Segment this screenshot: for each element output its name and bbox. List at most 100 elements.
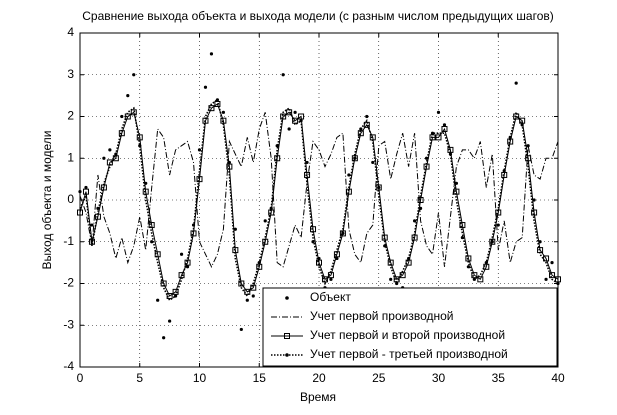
x-axis-label: Время bbox=[300, 390, 336, 404]
chart-title: Сравнение выхода объекта и выхода модели… bbox=[82, 9, 554, 23]
square-marker bbox=[357, 130, 364, 137]
x-tick-label: 30 bbox=[432, 371, 446, 385]
x-tick-label: 35 bbox=[492, 371, 506, 385]
y-tick-label: -3 bbox=[63, 317, 74, 331]
square-marker bbox=[339, 230, 346, 237]
legend-label: Учет первой производной bbox=[310, 309, 453, 323]
y-tick-label: 2 bbox=[67, 109, 74, 123]
square-marker bbox=[136, 134, 143, 141]
x-tick-label: 0 bbox=[77, 371, 84, 385]
square-marker bbox=[238, 280, 245, 287]
y-tick-label: -2 bbox=[63, 276, 74, 290]
dot-marker bbox=[197, 148, 202, 152]
square-marker bbox=[477, 276, 484, 283]
dot-marker bbox=[544, 277, 548, 281]
dot-marker bbox=[365, 114, 369, 119]
square-marker bbox=[82, 188, 89, 195]
square-marker bbox=[435, 134, 442, 141]
dot-marker bbox=[102, 156, 106, 160]
dot-marker bbox=[287, 127, 291, 131]
dot-marker bbox=[389, 277, 393, 281]
dot-marker bbox=[185, 265, 190, 269]
plot-frame bbox=[79, 32, 559, 368]
square-marker bbox=[208, 105, 215, 112]
square-marker bbox=[190, 230, 197, 237]
dot-marker bbox=[293, 110, 297, 114]
square-marker bbox=[375, 184, 382, 191]
y-tick-label: 1 bbox=[67, 150, 74, 164]
dot-marker bbox=[251, 294, 255, 298]
dot-marker bbox=[245, 298, 249, 302]
legend: Объект Учет первой производной Учет первой… bbox=[262, 287, 558, 367]
square-marker bbox=[196, 176, 203, 183]
dot-marker bbox=[168, 319, 172, 323]
dot-marker bbox=[514, 81, 518, 85]
square-marker bbox=[274, 155, 281, 162]
dot-marker bbox=[150, 240, 154, 244]
dot-marker bbox=[442, 123, 447, 127]
x-tick-label: 10 bbox=[193, 371, 207, 385]
x-tick-label: 40 bbox=[551, 371, 565, 385]
dot-marker bbox=[496, 223, 500, 227]
square-marker bbox=[351, 155, 358, 162]
square-marker bbox=[184, 259, 191, 266]
square-marker bbox=[112, 155, 119, 162]
square-marker bbox=[130, 109, 137, 116]
square-marker bbox=[519, 117, 526, 124]
y-tick-label: 0 bbox=[67, 192, 74, 206]
dot-marker bbox=[550, 261, 554, 265]
legend-label: Учет первой и второй производной bbox=[310, 328, 505, 342]
x-tick-label: 5 bbox=[136, 371, 143, 385]
y-axis-label: Выход объекта и модели bbox=[40, 131, 54, 270]
square-marker bbox=[399, 272, 406, 279]
square-marker bbox=[465, 255, 472, 262]
dot-marker bbox=[221, 110, 225, 114]
dot-marker bbox=[233, 227, 237, 231]
dot-marker bbox=[108, 148, 112, 152]
square-marker bbox=[250, 284, 257, 291]
square-marker bbox=[525, 155, 532, 162]
square-marker bbox=[549, 272, 556, 279]
legend-label: Учет первой - третьей производной bbox=[310, 347, 508, 361]
square-marker bbox=[483, 263, 490, 270]
x-tick-label: 15 bbox=[253, 371, 267, 385]
square-marker bbox=[316, 259, 322, 266]
dot-marker bbox=[436, 110, 441, 114]
square-marker bbox=[417, 197, 424, 203]
square-marker bbox=[543, 255, 550, 262]
dot-marker bbox=[281, 73, 285, 77]
dot-marker bbox=[239, 327, 243, 332]
dot-marker bbox=[126, 94, 130, 98]
square-marker bbox=[298, 113, 305, 120]
dot-marker bbox=[347, 173, 351, 177]
dot-marker bbox=[90, 223, 94, 227]
dot-marker bbox=[526, 144, 530, 148]
square-marker bbox=[489, 238, 496, 245]
square-marker bbox=[345, 188, 352, 195]
square-marker bbox=[459, 222, 466, 229]
square-marker bbox=[441, 126, 448, 133]
y-tick-label: -1 bbox=[63, 234, 74, 248]
square-marker bbox=[220, 117, 227, 124]
x-tick-label: 20 bbox=[312, 371, 326, 385]
square-marker bbox=[555, 276, 561, 283]
legend-box bbox=[262, 287, 558, 367]
square-marker bbox=[531, 209, 538, 216]
y-tick-label: 4 bbox=[67, 25, 74, 39]
dot-marker bbox=[179, 252, 184, 256]
dot-marker bbox=[371, 160, 375, 165]
dot-marker bbox=[209, 52, 214, 56]
dot-marker bbox=[466, 265, 470, 269]
series-line bbox=[79, 98, 559, 302]
square-marker bbox=[280, 113, 287, 120]
square-marker bbox=[148, 222, 155, 229]
series-line bbox=[79, 112, 559, 268]
square-marker bbox=[381, 234, 388, 241]
y-tick-label: 3 bbox=[67, 67, 74, 81]
dot-marker bbox=[156, 298, 160, 302]
dot-marker bbox=[413, 219, 417, 223]
legend-marker bbox=[284, 333, 290, 339]
y-tick-label: -4 bbox=[63, 359, 74, 373]
dot-marker bbox=[329, 277, 333, 281]
